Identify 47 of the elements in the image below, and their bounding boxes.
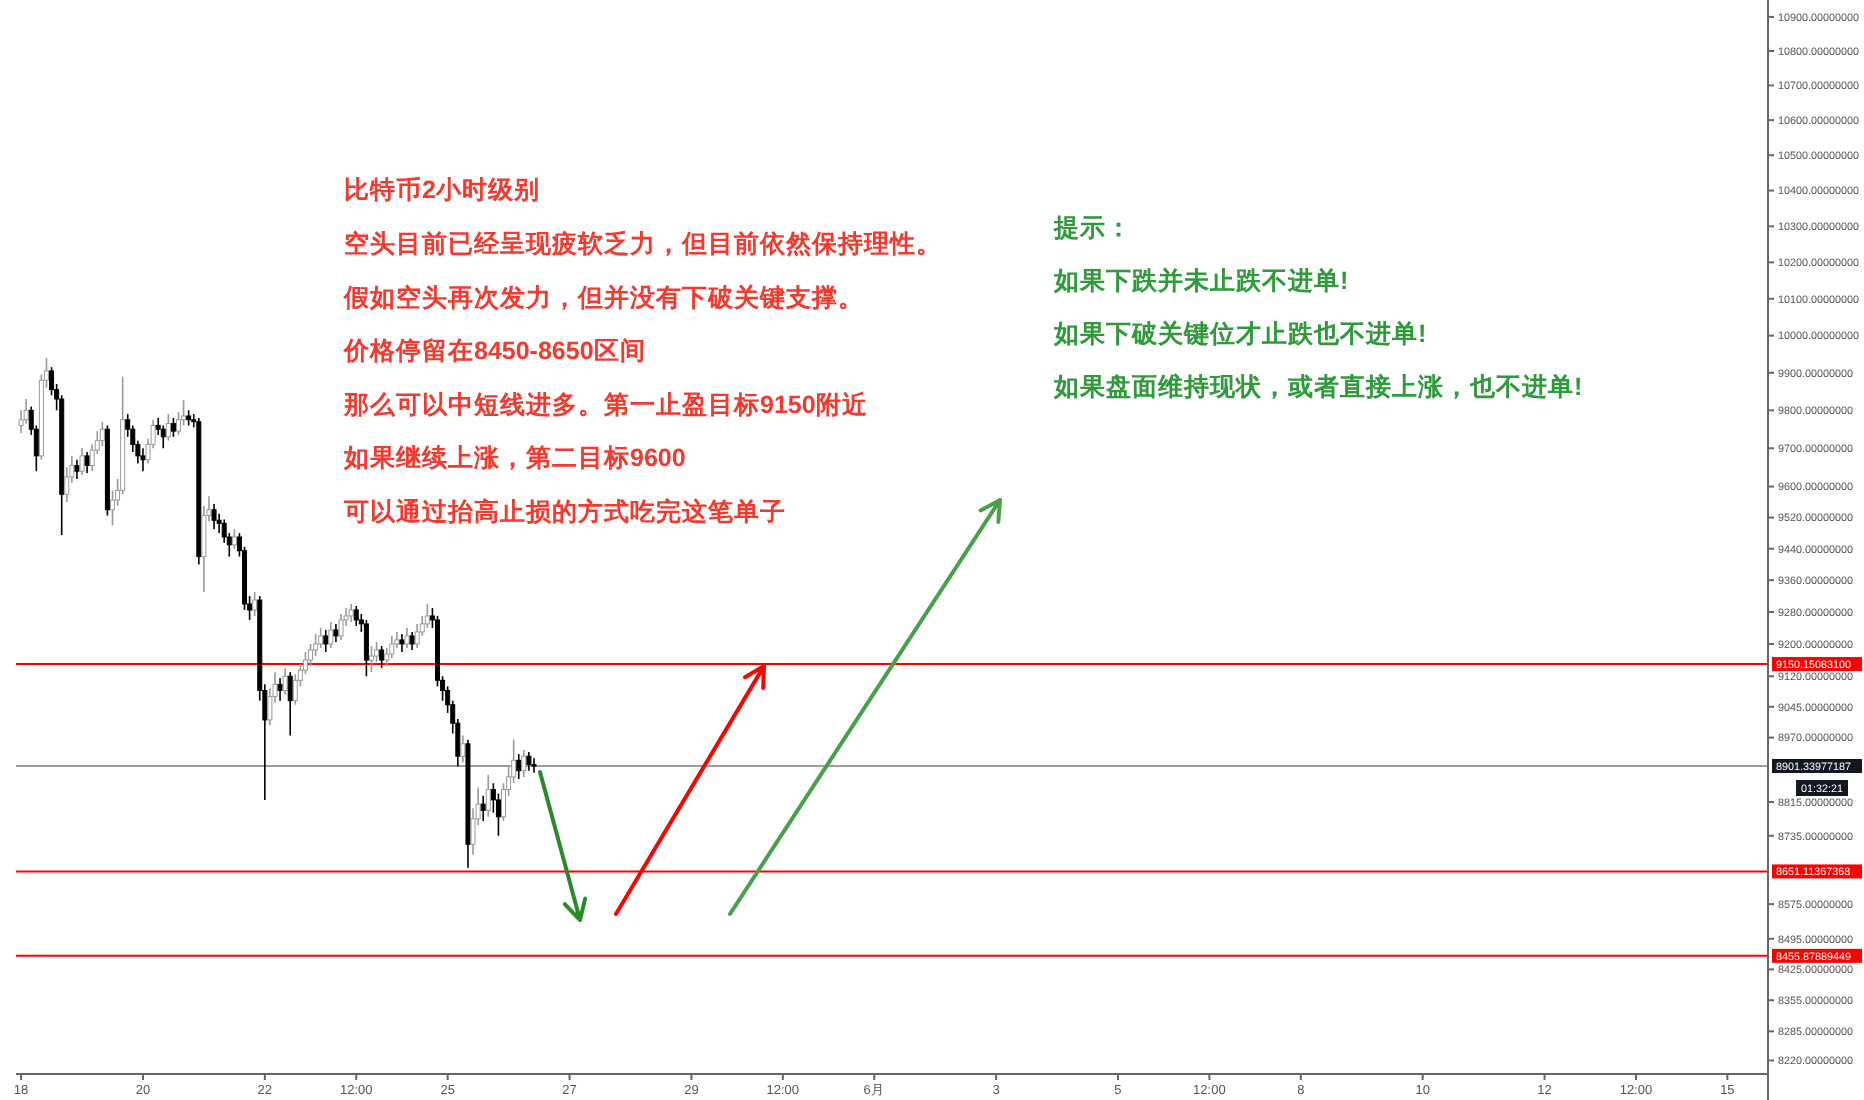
candlestick bbox=[140, 447, 146, 472]
candlestick bbox=[399, 633, 405, 653]
annotation: 如果下跌并未止跌不进单! bbox=[1052, 265, 1349, 295]
candlestick bbox=[480, 794, 486, 822]
candlestick bbox=[99, 420, 105, 448]
candlestick bbox=[282, 667, 288, 696]
candlestick bbox=[165, 413, 171, 442]
candlestick bbox=[181, 399, 187, 427]
annotation: 假如空头再次发力，但并没有下破关键支撑。 bbox=[342, 281, 864, 312]
candlestick bbox=[404, 627, 410, 649]
annotation: 如果继续上涨，第二目标9600 bbox=[342, 444, 686, 473]
candlestick bbox=[333, 623, 339, 643]
annotation: 提示： bbox=[1052, 214, 1132, 242]
text: 比特币2小时级别 bbox=[344, 174, 540, 204]
candlestick bbox=[328, 621, 334, 649]
candlestick bbox=[211, 503, 217, 530]
candlestick bbox=[160, 424, 166, 450]
candlestick bbox=[170, 417, 176, 438]
candlestick bbox=[74, 458, 80, 480]
candlestick bbox=[379, 645, 385, 669]
candlestick bbox=[23, 398, 29, 425]
candlestick bbox=[79, 447, 85, 476]
candlestick bbox=[485, 774, 491, 818]
annotation: 空头目前已经呈现疲软乏力，但目前依然保持理性。 bbox=[344, 228, 942, 258]
candlestick bbox=[414, 623, 420, 649]
candlestick bbox=[353, 605, 359, 627]
candlestick bbox=[363, 619, 369, 678]
candlestick bbox=[277, 677, 283, 702]
candlestick bbox=[389, 635, 395, 659]
annotation: 如果下破关键位才止跌也不进单! bbox=[1052, 318, 1427, 348]
candlestick bbox=[318, 627, 324, 649]
candlestick bbox=[368, 645, 374, 673]
candlestick bbox=[323, 629, 329, 653]
candlestick bbox=[231, 528, 237, 550]
candlestick bbox=[424, 603, 430, 629]
candlestick bbox=[287, 671, 293, 737]
candlestick bbox=[516, 753, 522, 780]
candlestick bbox=[531, 757, 537, 774]
annotation: 那么可以中短线进多。第一止盈目标9150附近 bbox=[342, 388, 870, 419]
candlestick bbox=[526, 751, 532, 772]
candlestick bbox=[84, 451, 90, 474]
candlestick bbox=[338, 613, 344, 641]
annotation: 如果盘面维持现状，或者直接上涨，也不进单! bbox=[1052, 371, 1583, 401]
annotation: 可以通过抬高止损的方式吃完这笔单子 bbox=[342, 496, 786, 526]
annotation: 价格停留在8450-8650区间 bbox=[342, 337, 646, 366]
candlestick bbox=[252, 591, 258, 617]
candlestick bbox=[409, 631, 415, 651]
